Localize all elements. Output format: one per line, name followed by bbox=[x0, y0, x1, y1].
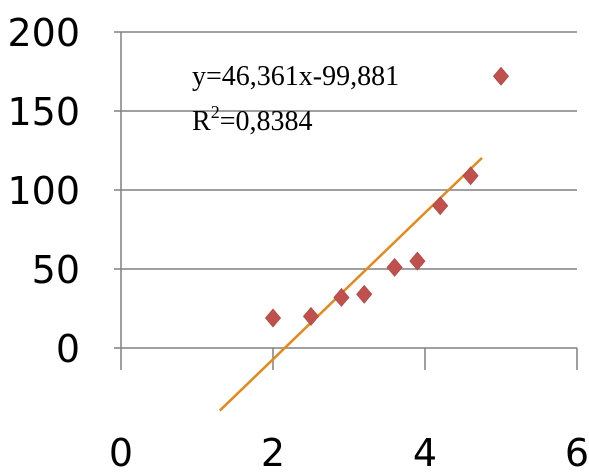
data-point bbox=[356, 284, 373, 304]
y-tick-label: 100 bbox=[7, 169, 80, 213]
r-squared-label: R2=0,8384 bbox=[192, 102, 312, 137]
data-point bbox=[492, 66, 510, 86]
y-tick-label: 50 bbox=[32, 248, 80, 292]
grid-lines bbox=[121, 31, 577, 270]
data-point bbox=[386, 257, 403, 277]
y-tick-label: 150 bbox=[7, 90, 80, 134]
x-tick-labels: 0 2 4 6 bbox=[109, 431, 589, 473]
x-tick-label: 4 bbox=[413, 431, 437, 473]
trendline bbox=[218, 156, 483, 412]
trendline-equation: y=46,361x-99,881 bbox=[192, 61, 399, 92]
data-point bbox=[333, 287, 350, 307]
x-tick-label: 0 bbox=[109, 431, 133, 473]
trendline-group bbox=[218, 156, 483, 412]
data-point bbox=[462, 166, 479, 186]
y-tick-labels: 0 50 100 150 200 bbox=[7, 11, 80, 371]
r-squared-prefix: R bbox=[192, 106, 211, 137]
data-points bbox=[264, 66, 510, 328]
y-tick-label: 0 bbox=[56, 327, 80, 371]
data-point bbox=[302, 306, 320, 326]
data-point bbox=[264, 308, 282, 328]
r-squared-exponent: 2 bbox=[211, 102, 220, 122]
r-squared-value: =0,8384 bbox=[220, 106, 313, 137]
x-tick-label: 2 bbox=[261, 431, 285, 473]
y-tick-label: 200 bbox=[7, 11, 80, 55]
data-point bbox=[432, 196, 449, 216]
x-tick-label: 6 bbox=[565, 431, 589, 473]
data-point bbox=[409, 251, 426, 271]
